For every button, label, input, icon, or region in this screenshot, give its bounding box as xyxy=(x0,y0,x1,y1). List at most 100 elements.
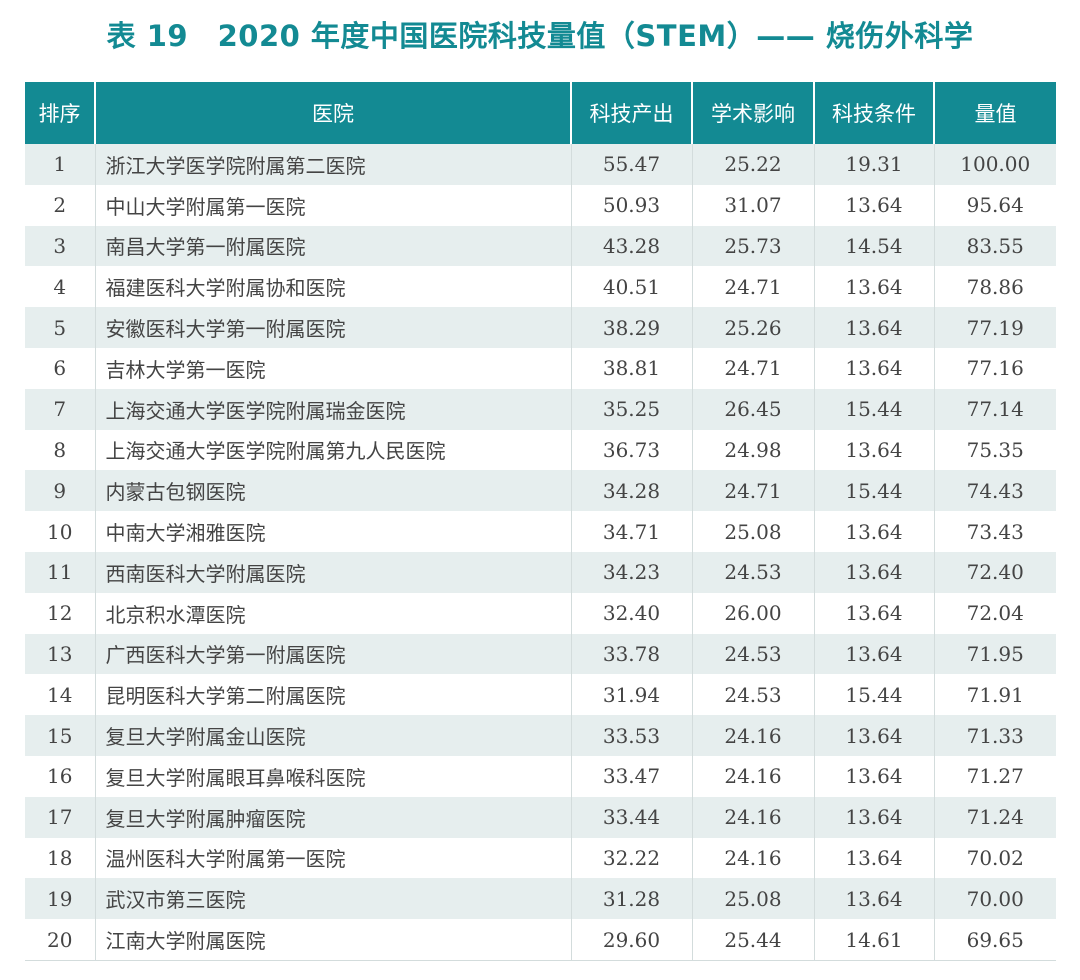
rank-cell: 1 xyxy=(25,144,95,185)
table-row: 13 广西医科大学第一附属医院 33.78 24.53 13.64 71.95 xyxy=(25,633,1056,675)
impact-cell: 25.44 xyxy=(691,919,814,961)
impact-cell: 24.16 xyxy=(691,837,814,879)
output-cell: 50.93 xyxy=(570,184,692,226)
impact-cell: 24.16 xyxy=(691,755,814,797)
hospital-cell: 江南大学附属医院 xyxy=(94,919,571,961)
rank-cell: 15 xyxy=(25,715,95,756)
table-row: 11 西南医科大学附属医院 34.23 24.53 13.64 72.40 xyxy=(25,551,1056,593)
value-cell: 100.00 xyxy=(933,144,1056,185)
table-row: 20 江南大学附属医院 29.60 25.44 14.61 69.65 xyxy=(25,919,1056,961)
output-cell: 43.28 xyxy=(570,225,692,267)
impact-cell: 24.71 xyxy=(691,470,814,512)
output-cell: 32.22 xyxy=(570,837,692,879)
hospital-cell: 中南大学湘雅医院 xyxy=(94,511,571,552)
impact-cell: 31.07 xyxy=(691,184,814,226)
output-cell: 33.47 xyxy=(570,755,692,797)
hospital-cell: 南昌大学第一附属医院 xyxy=(94,225,571,267)
conditions-cell: 14.61 xyxy=(813,919,934,961)
conditions-cell: 13.64 xyxy=(813,796,934,838)
value-cell: 71.91 xyxy=(933,674,1056,716)
output-cell: 29.60 xyxy=(570,919,692,961)
value-cell: 77.19 xyxy=(933,307,1056,348)
header-value: 量值 xyxy=(933,82,1056,144)
rank-cell: 8 xyxy=(25,429,95,471)
output-cell: 34.23 xyxy=(570,551,692,593)
table-row: 14 昆明医科大学第二附属医院 31.94 24.53 15.44 71.91 xyxy=(25,674,1056,716)
impact-cell: 24.71 xyxy=(691,347,814,389)
impact-cell: 25.22 xyxy=(691,144,814,185)
table-title: 表 19 2020 年度中国医院科技量值（STEM）—— 烧伤外科学 xyxy=(106,19,974,53)
conditions-cell: 13.64 xyxy=(813,755,934,797)
output-cell: 31.28 xyxy=(570,878,692,920)
value-cell: 71.33 xyxy=(933,715,1056,756)
rank-cell: 9 xyxy=(25,470,95,512)
value-cell: 73.43 xyxy=(933,511,1056,552)
output-cell: 32.40 xyxy=(570,592,692,634)
conditions-cell: 13.64 xyxy=(813,307,934,348)
impact-cell: 25.26 xyxy=(691,307,814,348)
hospital-cell: 温州医科大学附属第一医院 xyxy=(94,837,571,879)
table-row: 2 中山大学附属第一医院 50.93 31.07 13.64 95.64 xyxy=(25,184,1056,226)
rank-cell: 7 xyxy=(25,388,95,430)
hospital-cell: 复旦大学附属眼耳鼻喉科医院 xyxy=(94,755,571,797)
table-body: 1 浙江大学医学院附属第二医院 55.47 25.22 19.31 100.00 2 中山大学… xyxy=(25,144,1056,961)
conditions-cell: 13.64 xyxy=(813,511,934,552)
value-cell: 77.16 xyxy=(933,347,1056,389)
hospital-cell: 上海交通大学医学院附属瑞金医院 xyxy=(94,388,571,430)
output-cell: 33.78 xyxy=(570,633,692,675)
conditions-cell: 15.44 xyxy=(813,388,934,430)
value-cell: 72.04 xyxy=(933,592,1056,634)
table-row: 17 复旦大学附属肿瘤医院 33.44 24.16 13.64 71.24 xyxy=(25,796,1056,838)
hospital-cell: 吉林大学第一医院 xyxy=(94,347,571,389)
rank-cell: 20 xyxy=(25,919,95,961)
hospital-cell: 安徽医科大学第一附属医院 xyxy=(94,307,571,348)
rank-cell: 5 xyxy=(25,307,95,348)
conditions-cell: 13.64 xyxy=(813,715,934,756)
rank-cell: 3 xyxy=(25,225,95,267)
rank-cell: 11 xyxy=(25,551,95,593)
value-cell: 71.95 xyxy=(933,633,1056,675)
conditions-cell: 13.64 xyxy=(813,633,934,675)
rank-cell: 10 xyxy=(25,511,95,552)
conditions-cell: 13.64 xyxy=(813,184,934,226)
conditions-cell: 14.54 xyxy=(813,225,934,267)
hospital-cell: 中山大学附属第一医院 xyxy=(94,184,571,226)
conditions-cell: 13.64 xyxy=(813,878,934,920)
rank-cell: 16 xyxy=(25,755,95,797)
conditions-cell: 13.64 xyxy=(813,347,934,389)
hospital-cell: 上海交通大学医学院附属第九人民医院 xyxy=(94,429,571,471)
table-row: 19 武汉市第三医院 31.28 25.08 13.64 70.00 xyxy=(25,878,1056,920)
table-row: 6 吉林大学第一医院 38.81 24.71 13.64 77.16 xyxy=(25,347,1056,389)
table-row: 7 上海交通大学医学院附属瑞金医院 35.25 26.45 15.44 77.14 xyxy=(25,388,1056,430)
impact-cell: 24.53 xyxy=(691,551,814,593)
output-cell: 35.25 xyxy=(570,388,692,430)
rank-cell: 12 xyxy=(25,592,95,634)
rank-cell: 18 xyxy=(25,837,95,879)
value-cell: 78.86 xyxy=(933,266,1056,308)
value-cell: 75.35 xyxy=(933,429,1056,471)
value-cell: 83.55 xyxy=(933,225,1056,267)
impact-cell: 24.16 xyxy=(691,796,814,838)
conditions-cell: 19.31 xyxy=(813,144,934,185)
table-header: 排序 医院 科技产出 学术影响 科技条件 量值 xyxy=(25,82,1056,144)
table-row: 3 南昌大学第一附属医院 43.28 25.73 14.54 83.55 xyxy=(25,225,1056,267)
hospital-cell: 武汉市第三医院 xyxy=(94,878,571,920)
conditions-cell: 13.64 xyxy=(813,429,934,471)
output-cell: 34.28 xyxy=(570,470,692,512)
output-cell: 55.47 xyxy=(570,144,692,185)
table-row: 12 北京积水潭医院 32.40 26.00 13.64 72.04 xyxy=(25,592,1056,634)
value-cell: 74.43 xyxy=(933,470,1056,512)
conditions-cell: 13.64 xyxy=(813,592,934,634)
conditions-cell: 13.64 xyxy=(813,551,934,593)
conditions-cell: 15.44 xyxy=(813,470,934,512)
ranking-table: 排序 医院 科技产出 学术影响 科技条件 量值 1 浙江大学医学院附属第二医院 55… xyxy=(25,82,1056,961)
impact-cell: 25.73 xyxy=(691,225,814,267)
value-cell: 77.14 xyxy=(933,388,1056,430)
table-row: 15 复旦大学附属金山医院 33.53 24.16 13.64 71.33 xyxy=(25,715,1056,756)
table-row: 10 中南大学湘雅医院 34.71 25.08 13.64 73.43 xyxy=(25,511,1056,552)
table-row: 16 复旦大学附属眼耳鼻喉科医院 33.47 24.16 13.64 71.27 xyxy=(25,755,1056,797)
rank-cell: 4 xyxy=(25,266,95,308)
impact-cell: 24.16 xyxy=(691,715,814,756)
conditions-cell: 13.64 xyxy=(813,837,934,879)
impact-cell: 24.53 xyxy=(691,633,814,675)
